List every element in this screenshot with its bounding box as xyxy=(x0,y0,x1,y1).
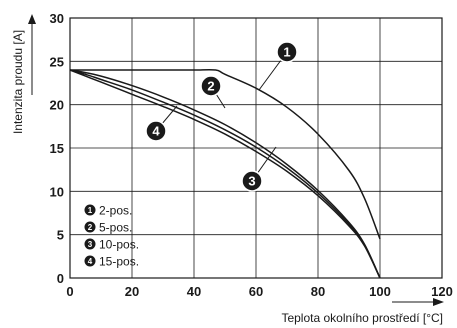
y-axis-label: Intenzita proudu [A] xyxy=(11,30,25,134)
callout-number: 4 xyxy=(152,124,160,139)
callout-number: 3 xyxy=(248,174,255,189)
x-tick-label: 120 xyxy=(431,284,453,299)
legend-marker xyxy=(84,255,96,267)
curve-15pos xyxy=(69,69,381,279)
tick-labels: 0 20 40 60 80 100 120 0 5 10 15 20 25 30 xyxy=(50,11,453,299)
x-tick-label: 0 xyxy=(66,284,73,299)
x-tick-label: 80 xyxy=(311,284,325,299)
curve-markers: 1 2 3 4 xyxy=(145,41,298,192)
legend-entry-label: 10-pos. xyxy=(99,238,139,252)
plot-frame xyxy=(69,17,443,279)
legend-marker-number: 1 xyxy=(88,206,93,215)
legend-marker xyxy=(84,238,96,250)
axes xyxy=(69,17,443,279)
legend-marker-number: 4 xyxy=(88,257,93,266)
legend-marker-number: 3 xyxy=(88,240,93,249)
callout-number: 2 xyxy=(207,79,214,94)
callout-circle xyxy=(145,120,167,142)
y-tick-label: 20 xyxy=(50,98,64,113)
legend-marker-number: 2 xyxy=(88,223,93,232)
legend-entry-label: 2-pos. xyxy=(99,204,132,218)
curve-10pos xyxy=(69,69,381,279)
curves xyxy=(69,68,381,279)
callout-number: 1 xyxy=(283,45,290,60)
y-tick-label: 15 xyxy=(50,141,64,156)
x-tick-label: 60 xyxy=(249,284,263,299)
x-tick-label: 100 xyxy=(369,284,391,299)
x-axis-label: Teplota okolního prostředí [°C] xyxy=(281,311,443,325)
y-tick-label: 5 xyxy=(57,228,64,243)
grid xyxy=(70,18,442,278)
legend-marker xyxy=(84,221,96,233)
curve-2pos xyxy=(70,68,381,240)
y-tick-label: 0 xyxy=(57,271,64,286)
y-axis-arrow xyxy=(28,14,36,95)
legend-entry-label: 5-pos. xyxy=(99,221,132,235)
legend-entry-label: 15-pos. xyxy=(99,255,139,269)
y-tick-label: 25 xyxy=(50,54,64,69)
y-tick-label: 30 xyxy=(50,11,64,26)
x-tick-label: 40 xyxy=(187,284,201,299)
legend: 1 2-pos. 2 5-pos. 3 10-pos. 4 15-pos. xyxy=(84,204,139,269)
curve-5pos xyxy=(69,69,381,279)
y-tick-label: 10 xyxy=(50,184,64,199)
x-axis-arrow xyxy=(392,298,444,306)
legend-marker xyxy=(84,204,96,216)
callout-circle xyxy=(241,170,263,192)
callout-circle xyxy=(200,75,222,97)
x-tick-label: 20 xyxy=(125,284,139,299)
callout-circle xyxy=(276,41,298,63)
